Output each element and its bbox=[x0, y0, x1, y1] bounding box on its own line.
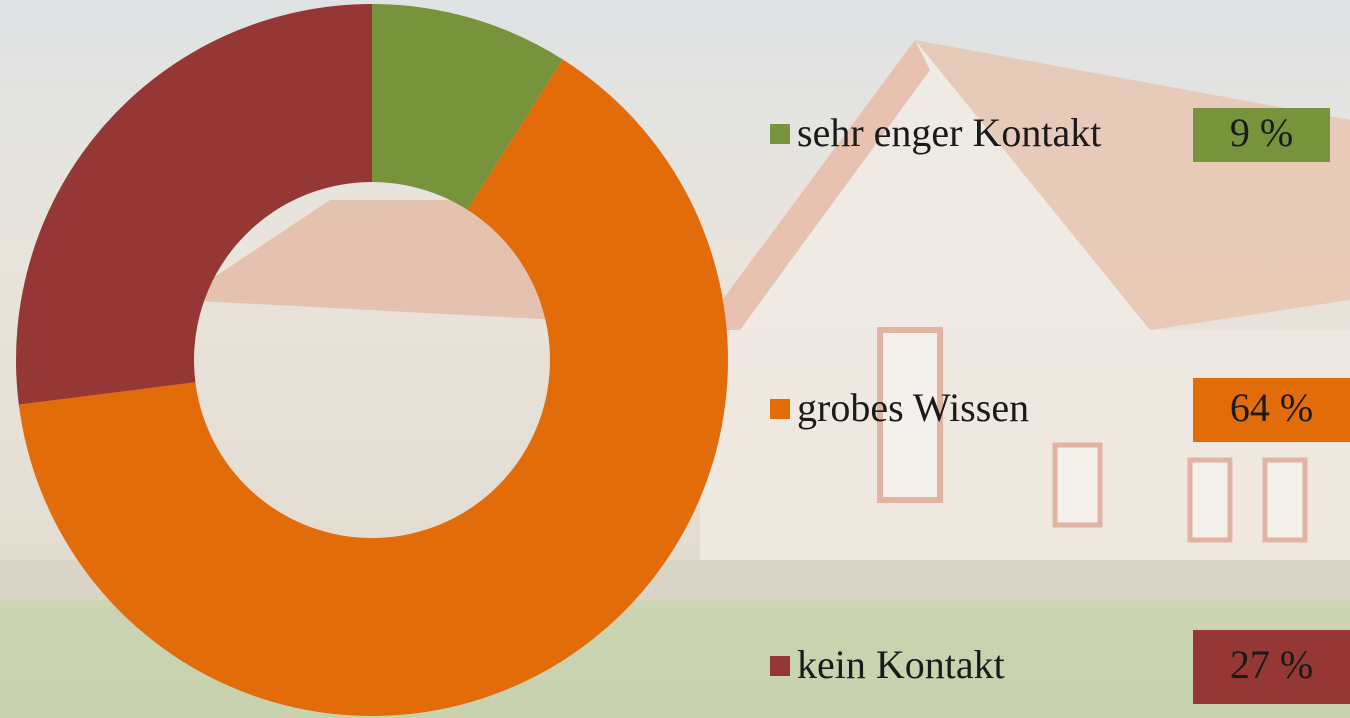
value-box bbox=[1193, 378, 1350, 442]
legend-label: kein Kontakt bbox=[797, 642, 1005, 687]
donut-segment bbox=[15, 4, 372, 405]
value-label: 27 % bbox=[1230, 642, 1313, 687]
donut-segment bbox=[18, 59, 728, 717]
legend-swatch bbox=[770, 124, 790, 144]
legend-swatch bbox=[770, 399, 790, 419]
donut-segment bbox=[372, 4, 563, 210]
value-box bbox=[1193, 108, 1330, 162]
legend-label: grobes Wissen bbox=[797, 385, 1029, 430]
value-box bbox=[1193, 630, 1350, 704]
value-label: 9 % bbox=[1230, 110, 1293, 155]
legend-swatch bbox=[770, 656, 790, 676]
value-label: 64 % bbox=[1230, 385, 1313, 430]
legend-label: sehr enger Kontakt bbox=[797, 110, 1101, 155]
